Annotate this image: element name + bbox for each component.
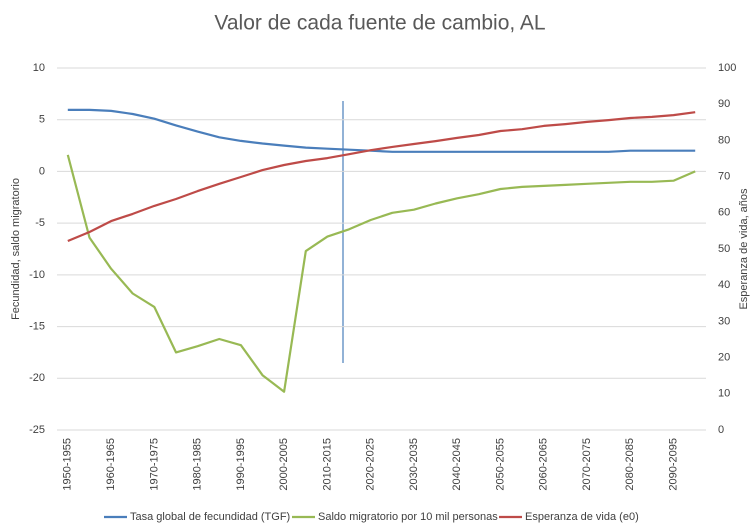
x-tick-label: 1980-1985 bbox=[192, 438, 204, 491]
x-tick-label: 2080-2085 bbox=[624, 438, 636, 491]
x-tick-label: 2020-2025 bbox=[365, 438, 377, 491]
y-tick-label: -10 bbox=[29, 269, 45, 281]
y2-tick-label: 30 bbox=[718, 315, 730, 327]
y2-tick-label: 100 bbox=[718, 62, 736, 74]
y2-tick-label: 20 bbox=[718, 352, 730, 364]
y-tick-label: -20 bbox=[29, 372, 45, 384]
y2-axis-label: Esperanza de vida, años bbox=[738, 188, 750, 310]
legend-label: Saldo migratorio por 10 mil personas bbox=[318, 511, 498, 523]
y2-tick-label: 50 bbox=[718, 243, 730, 255]
x-tick-label: 2040-2045 bbox=[451, 438, 463, 491]
x-tick-label: 2090-2095 bbox=[667, 438, 679, 491]
x-tick-label: 1950-1955 bbox=[62, 438, 74, 491]
y-tick-label: -25 bbox=[29, 424, 45, 436]
legend-label: Tasa global de fecundidad (TGF) bbox=[130, 511, 290, 523]
y-tick-label: 10 bbox=[33, 62, 45, 74]
x-tick-label: 2060-2065 bbox=[538, 438, 550, 491]
y2-tick-label: 70 bbox=[718, 171, 730, 183]
x-tick-label: 1970-1975 bbox=[148, 438, 160, 491]
x-tick-label: 1990-1995 bbox=[235, 438, 247, 491]
x-tick-label: 2070-2075 bbox=[581, 438, 593, 491]
x-tick-label: 1960-1965 bbox=[105, 438, 117, 491]
series-line bbox=[66, 154, 696, 393]
y2-tick-label: 60 bbox=[718, 207, 730, 219]
x-tick-label: 2000-2005 bbox=[278, 438, 290, 491]
y2-tick-label: 10 bbox=[718, 388, 730, 400]
x-tick-label: 2010-2015 bbox=[321, 438, 333, 491]
y2-tick-label: 80 bbox=[718, 134, 730, 146]
x-tick-label: 2050-2055 bbox=[494, 438, 506, 491]
y2-tick-label: 0 bbox=[718, 424, 724, 436]
y-tick-label: -15 bbox=[29, 320, 45, 332]
series-line bbox=[67, 111, 696, 243]
y2-tick-label: 90 bbox=[718, 98, 730, 110]
chart-title: Valor de cada fuente de cambio, AL bbox=[214, 12, 545, 35]
legend-label: Esperanza de vida (e0) bbox=[525, 511, 639, 523]
y-axis-label: Fecundidad, saldo migratorio bbox=[10, 178, 22, 320]
y2-tick-label: 40 bbox=[718, 279, 730, 291]
y-tick-label: -5 bbox=[35, 217, 45, 229]
series-line bbox=[67, 108, 696, 153]
x-tick-label: 2030-2035 bbox=[408, 438, 420, 491]
y-tick-label: 5 bbox=[39, 114, 45, 126]
y-tick-label: 0 bbox=[39, 165, 45, 177]
